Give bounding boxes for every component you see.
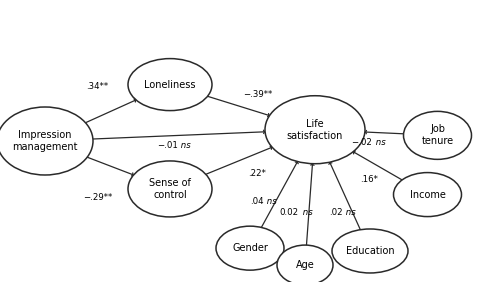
Text: Impression
management: Impression management	[12, 130, 78, 152]
Text: Sense of
control: Sense of control	[149, 178, 191, 200]
Ellipse shape	[394, 173, 462, 217]
Text: ns: ns	[178, 141, 191, 150]
Text: 0.02: 0.02	[280, 208, 299, 217]
Text: −.02: −.02	[352, 138, 372, 147]
Text: .22*: .22*	[248, 169, 266, 178]
Text: .34**: .34**	[86, 81, 108, 91]
Text: Gender: Gender	[232, 243, 268, 253]
Text: .02: .02	[329, 208, 342, 217]
Ellipse shape	[332, 229, 408, 273]
Ellipse shape	[265, 96, 365, 164]
Text: −.29**: −.29**	[83, 193, 112, 202]
Ellipse shape	[128, 161, 212, 217]
Text: ns: ns	[343, 208, 356, 217]
Ellipse shape	[216, 226, 284, 270]
Text: Education: Education	[346, 246, 395, 256]
Text: Income: Income	[410, 190, 446, 200]
Text: Age: Age	[296, 260, 314, 270]
Text: Loneliness: Loneliness	[144, 80, 196, 90]
Ellipse shape	[128, 59, 212, 111]
Text: ns: ns	[264, 197, 277, 206]
Text: Job
tenure: Job tenure	[422, 124, 454, 146]
Text: .16*: .16*	[360, 175, 378, 184]
Text: −.01: −.01	[156, 141, 178, 150]
Ellipse shape	[404, 111, 471, 159]
Text: ns: ns	[373, 138, 386, 147]
Ellipse shape	[277, 245, 333, 282]
Text: Life
satisfaction: Life satisfaction	[287, 119, 343, 141]
Text: −.39**: −.39**	[243, 90, 272, 99]
Ellipse shape	[0, 107, 93, 175]
Text: ns: ns	[300, 208, 312, 217]
Text: .04: .04	[250, 197, 264, 206]
